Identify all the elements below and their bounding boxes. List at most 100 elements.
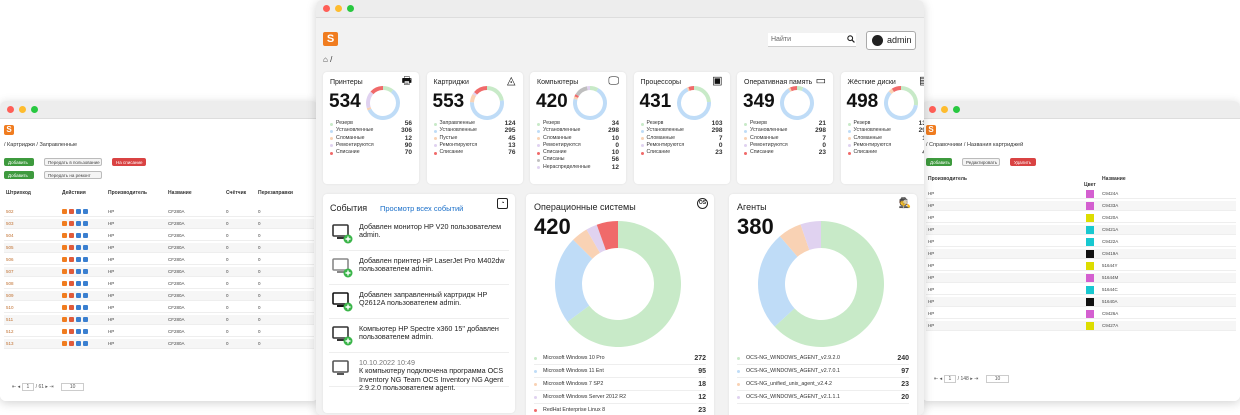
- stat-card-0[interactable]: Принтеры 🖶 534 Резерв 56 Установленные 306 Слом…: [323, 72, 419, 184]
- os-slice[interactable]: [555, 239, 593, 322]
- ring-slice-decom[interactable]: [473, 86, 487, 95]
- last-page-icon[interactable]: ⇥: [49, 384, 54, 390]
- legend-row[interactable]: Сломанные 7: [744, 135, 826, 142]
- table-row[interactable]: 502 HP CF280A 0 0: [4, 207, 314, 217]
- close-dot[interactable]: [929, 106, 936, 113]
- move-icon[interactable]: [83, 341, 88, 346]
- info-icon[interactable]: [76, 341, 81, 346]
- legend-row[interactable]: Microsoft Windows 10 Pro 272: [534, 352, 706, 365]
- ring-slice-reserve[interactable]: [900, 86, 918, 106]
- minimize-dot[interactable]: [19, 106, 26, 113]
- table-row[interactable]: 509 HP CF280A 0 0: [4, 291, 314, 301]
- move-icon[interactable]: [83, 329, 88, 334]
- legend-row[interactable]: Установленные 298: [640, 127, 723, 134]
- os-slice[interactable]: [586, 224, 606, 253]
- table-row[interactable]: HP 51640A: [926, 297, 1236, 307]
- prev-page-icon[interactable]: ◂: [939, 376, 943, 382]
- action-icon-print[interactable]: [62, 221, 67, 226]
- move-icon[interactable]: [83, 245, 88, 250]
- ring-slice-repair[interactable]: [586, 86, 590, 91]
- table-row[interactable]: HP 51644C: [926, 285, 1236, 295]
- table-row[interactable]: 507 HP CF280A 0 0: [4, 267, 314, 277]
- table-row[interactable]: HP C9421A: [926, 225, 1236, 235]
- event-item[interactable]: 10.10.2022 10:49 К компьютеру подключена …: [329, 354, 509, 392]
- ring-slice-decom[interactable]: [790, 86, 797, 92]
- col-barcode[interactable]: Штрихкод: [6, 190, 31, 196]
- legend-row[interactable]: OCS-NG_WINDOWS_AGENT_v2.1.1.1 20: [737, 391, 909, 404]
- legend-row[interactable]: Ремонтируются 90: [330, 142, 412, 149]
- action-icon-print[interactable]: [62, 233, 67, 238]
- next-page-icon[interactable]: ▸: [45, 384, 48, 390]
- info-icon[interactable]: [76, 233, 81, 238]
- edit-icon[interactable]: [69, 317, 74, 322]
- page-input[interactable]: 1: [943, 375, 957, 383]
- maximize-dot[interactable]: [347, 5, 354, 12]
- delete-button[interactable]: Удалить: [1010, 158, 1036, 166]
- table-row[interactable]: 503 HP CF280A 0 0: [4, 219, 314, 229]
- stat-card-2[interactable]: Компьютеры 🖵 420 Резерв 34 Установленные 298 Сл…: [530, 72, 626, 184]
- minimize-dot[interactable]: [335, 5, 342, 12]
- table-row[interactable]: 506 HP CF280A 0 0: [4, 255, 314, 265]
- ring-slice-reserve[interactable]: [797, 86, 804, 91]
- move-icon[interactable]: [83, 257, 88, 262]
- legend-row[interactable]: OCS-NG_unified_unix_agent_v2.4.2 23: [737, 378, 909, 391]
- legend-row[interactable]: Установленные 298: [744, 127, 826, 134]
- ring-slice-reserve[interactable]: [590, 86, 599, 92]
- table-row[interactable]: 508 HP CF280A 0 0: [4, 279, 314, 289]
- legend-row[interactable]: Установленные 298: [537, 127, 619, 134]
- edit-icon[interactable]: [69, 233, 74, 238]
- add-button-2[interactable]: Добавить: [4, 171, 34, 179]
- table-row[interactable]: HP 51644M: [926, 273, 1236, 283]
- last-page-icon[interactable]: ⇥: [974, 376, 979, 382]
- col-name[interactable]: Название: [168, 190, 192, 196]
- col-color[interactable]: Цвет: [1084, 182, 1096, 188]
- view-all-events-link[interactable]: Просмотр всех событий: [380, 204, 464, 213]
- table-row[interactable]: 510 HP CF280A 0 0: [4, 303, 314, 313]
- ring-slice-installed[interactable]: [883, 91, 918, 120]
- table-row[interactable]: 512 HP CF280A 0 0: [4, 327, 314, 337]
- table-row[interactable]: 511 HP CF280A 0 0: [4, 315, 314, 325]
- table-row[interactable]: HP C9422A: [926, 237, 1236, 247]
- table-row[interactable]: 504 HP CF280A 0 0: [4, 231, 314, 241]
- per-page-select[interactable]: 10: [985, 375, 1010, 383]
- per-page-select[interactable]: 10: [60, 383, 85, 391]
- move-icon[interactable]: [83, 221, 88, 226]
- info-icon[interactable]: [76, 269, 81, 274]
- ring-slice-reserve[interactable]: [693, 86, 711, 103]
- legend-row[interactable]: Сломанные 19: [847, 135, 924, 142]
- move-icon[interactable]: [83, 293, 88, 298]
- ring-slice-repair[interactable]: [472, 91, 477, 97]
- maximize-dot[interactable]: [953, 106, 960, 113]
- legend-row[interactable]: Списание 23: [640, 149, 723, 156]
- agents-slice[interactable]: [800, 221, 821, 250]
- move-icon[interactable]: [83, 305, 88, 310]
- ring-slice-broken[interactable]: [366, 106, 372, 111]
- ring-slice-decom[interactable]: [574, 94, 579, 98]
- table-row[interactable]: HP C9420A: [926, 213, 1236, 223]
- legend-row[interactable]: Microsoft Windows Server 2012 R2 12: [534, 391, 706, 404]
- app-logo[interactable]: S: [323, 32, 338, 46]
- legend-row[interactable]: OCS-NG_WINDOWS_AGENT_v2.7.0.1 97: [737, 365, 909, 378]
- pass-to-use-button[interactable]: Передать в пользование: [44, 158, 102, 166]
- table-row[interactable]: HP C9424A: [926, 189, 1236, 199]
- col-name[interactable]: Название: [1102, 176, 1126, 182]
- legend-row[interactable]: Списание 23: [744, 149, 826, 156]
- legend-row[interactable]: Списаны 56: [537, 156, 619, 163]
- legend-row[interactable]: Установленные 295: [433, 127, 516, 134]
- legend-row[interactable]: Microsoft Windows 7 SP2 18: [534, 378, 706, 391]
- info-icon[interactable]: [76, 317, 81, 322]
- table-row[interactable]: HP C9433A: [926, 201, 1236, 211]
- move-icon[interactable]: [83, 209, 88, 214]
- first-page-icon[interactable]: ⇤: [934, 376, 939, 382]
- ring-slice-installed[interactable]: [780, 87, 814, 120]
- legend-row[interactable]: Списание 10: [537, 149, 619, 156]
- action-icon-print[interactable]: [62, 209, 67, 214]
- action-icon-print[interactable]: [62, 329, 67, 334]
- stat-card-5[interactable]: Жёсткие диски ▤ 498 Резерв 136 Установленные 2…: [840, 72, 925, 184]
- event-item[interactable]: Добавлен принтер HP LaserJet Pro M402dw …: [329, 252, 509, 285]
- legend-row[interactable]: Резерв 34: [537, 120, 619, 127]
- ring-slice-repair[interactable]: [366, 91, 374, 109]
